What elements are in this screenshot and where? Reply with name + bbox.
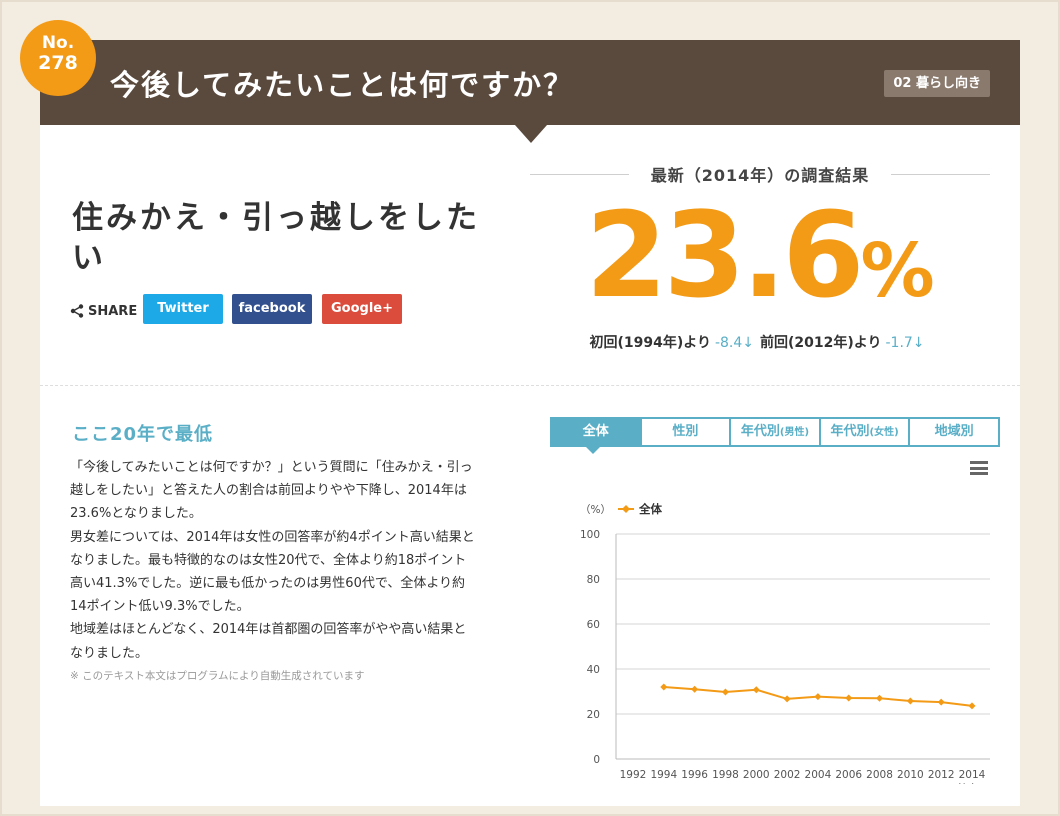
summary-line: なりました。 [70,645,149,661]
line-chart: 0 20 40 60 80 100 1992 1994 1996 1998 2000 2002 2004… [580,502,990,784]
heading-rule-right [891,173,991,175]
y-tick-label: 40 [587,664,600,676]
data-point [691,685,699,693]
summary-line: 14ポイント低い9.3%でした。 [70,599,250,615]
chart-menu-icon[interactable] [970,461,988,475]
x-tick-label: 1994 [650,769,677,781]
section-divider [40,385,1020,386]
x-tick-label: 2014 [959,769,986,781]
twitter-button[interactable]: Twitter [143,294,223,324]
y-tick-label: 60 [587,619,600,631]
tab-age-male[interactable]: 年代別(男性) [729,419,819,445]
x-tick-label: 2010 [897,769,924,781]
x-axis-label: （年） [951,782,983,784]
y-axis-label: （%） [580,504,611,516]
x-tick-label: 2000 [743,769,770,781]
tab-label: 全体 [582,424,609,439]
chart-tabs: 全体 性別 年代別(男性) 年代別(女性) 地域別 [550,417,1000,447]
tab-label: 性別 [672,424,699,439]
summary-line: 「今後してみたいことは何ですか？」という質問に「住みかえ・引っ [70,460,473,475]
tab-label: 地域別 [934,424,974,439]
answer-title: 住みかえ・引っ越しをしたい [72,200,480,276]
data-point [876,694,884,702]
summary-line: 高い41.3%でした。逆に最も低かったのは男性60代で、全体より約 [70,576,466,592]
y-tick-label: 100 [580,529,600,541]
data-point [752,686,760,694]
x-tick-label: 1996 [681,769,708,781]
data-point [845,694,853,702]
tab-sublabel: (女性) [869,427,899,438]
x-tick-label: 2006 [835,769,862,781]
facebook-button[interactable]: facebook [232,294,312,324]
question-number: 278 [38,52,78,74]
data-point [721,688,729,696]
data-point [968,702,976,710]
data-point [814,693,822,701]
comparison-row: 初回(1994年)より -8.4↓ 前回(2012年)より -1.7↓ [530,332,990,352]
header-notch [515,125,547,143]
header-bar: 今後してみたいことは何ですか？ 02 暮らし向き [40,40,1020,125]
summary-line: なりました。最も特徴的なのは女性20代で、全体より約18ポイント [70,552,467,568]
first-survey-delta: -8.4↓ [714,335,754,351]
summary-line: 越しをしたい」と答えた人の割合は前回よりやや下降し、2014年は [70,483,467,499]
active-tab-pointer [586,447,600,454]
question-number-badge: No. 278 [20,20,96,96]
tab-gender[interactable]: 性別 [639,419,730,445]
number-prefix: No. [41,33,75,53]
x-tick-label: 2004 [805,769,832,781]
category-badge[interactable]: 02 暮らし向き [884,70,990,97]
share-text: SHARE [88,303,138,319]
y-tick-label: 20 [587,709,600,721]
result-percentage: 23.6% [530,190,990,320]
previous-survey-delta: -1.7↓ [885,335,925,351]
tab-label: 年代別 [740,424,780,439]
latest-result-label: 最新（2014年）の調査結果 [650,166,870,185]
result-value: 23.6 [585,186,864,324]
summary-line: 地域差はほとんどなく、2014年は首都圏の回答率がやや高い結果と [70,622,467,638]
x-tick-label: 1992 [620,769,647,781]
data-point [660,683,668,691]
share-label: SHARE [70,299,137,323]
tab-overall[interactable]: 全体 [552,419,640,445]
question-title: 今後してみたいことは何ですか？ [110,68,575,102]
y-tick-label: 80 [587,574,600,586]
summary-line: 男女差については、2014年は女性の回答率が約4ポイント高い結果と [70,529,475,545]
result-unit: % [860,228,935,314]
tab-age-female[interactable]: 年代別(女性) [818,419,909,445]
tab-sublabel: (男性) [779,427,810,438]
previous-survey-label: 前回(2012年)より [760,335,882,351]
x-tick-label: 2002 [774,769,801,781]
x-tick-label: 1998 [712,769,739,781]
result-card: 今後してみたいことは何ですか？ 02 暮らし向き 住みかえ・引っ越しをしたい S… [40,40,1020,806]
heading-rule-left [530,173,629,175]
share-icon [70,304,84,318]
summary-line: 23.6%となりました。 [70,506,202,522]
legend-marker [622,505,630,513]
summary-text: 「今後してみたいことは何ですか？」という質問に「住みかえ・引っ 越しをしたい」と… [70,456,515,665]
latest-result-heading: 最新（2014年）の調査結果 [530,160,991,188]
google-plus-button[interactable]: Google+ [322,294,402,324]
data-point [783,695,791,703]
summary-heading: ここ20年で最低 [72,424,214,445]
x-tick-label: 2012 [928,769,955,781]
tab-region[interactable]: 地域別 [908,419,998,445]
legend-label: 全体 [638,502,662,516]
auto-generated-note: ※ このテキスト本文はプログラムにより自動生成されています [70,670,365,682]
data-point [937,698,945,706]
y-tick-label: 0 [593,754,600,766]
tab-label: 年代別 [830,424,870,439]
first-survey-label: 初回(1994年)より [589,335,711,351]
data-point [906,697,914,705]
x-tick-label: 2008 [866,769,893,781]
